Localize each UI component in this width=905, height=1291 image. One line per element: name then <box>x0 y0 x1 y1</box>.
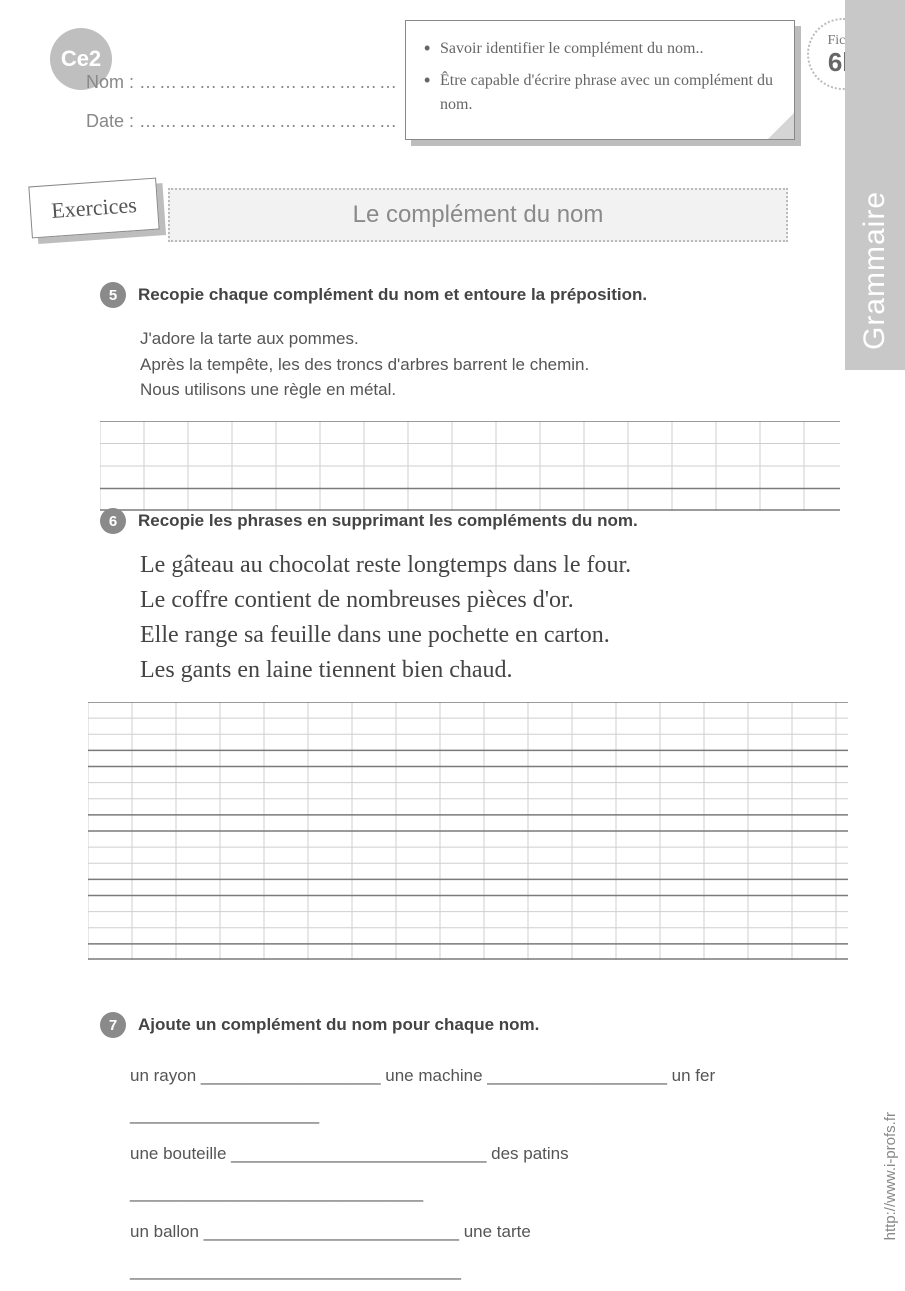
date-line[interactable]: ………………………………… <box>139 111 399 131</box>
writing-grid-5[interactable] <box>100 421 835 511</box>
exercices-label: Exercices <box>50 192 137 224</box>
objective-item: Savoir identifier le complément du nom.. <box>424 37 776 61</box>
date-label: Date : <box>86 111 134 131</box>
side-tab-label: Grammaire <box>858 191 892 350</box>
ex7-line[interactable]: un rayon ___________________ une machine… <box>130 1056 835 1134</box>
ex6-sentence: Le gâteau au chocolat reste longtemps da… <box>140 552 835 579</box>
name-date-block: Nom : ………………………………… Date : ………………………………… <box>86 72 399 150</box>
exercise-number-7: 7 <box>100 1012 126 1038</box>
exercise-6-instruction: Recopie les phrases en supprimant les co… <box>138 511 638 531</box>
writing-grid-6[interactable] <box>88 702 835 960</box>
ex6-sentence: Le coffre contient de nombreuses pièces … <box>140 587 835 614</box>
side-tab-grammaire: Grammaire <box>845 0 905 370</box>
exercise-7-instruction: Ajoute un complément du nom pour chaque … <box>138 1015 539 1035</box>
footer-url: http://www.i-profs.fr <box>882 1112 899 1240</box>
name-line[interactable]: ………………………………… <box>139 72 399 92</box>
ex5-sentence: Après la tempête, les des troncs d'arbre… <box>140 352 835 378</box>
objective-item: Être capable d'écrire phrase avec un com… <box>424 69 776 117</box>
exercise-6: 6 Recopie les phrases en supprimant les … <box>100 508 835 960</box>
exercise-number-6: 6 <box>100 508 126 534</box>
name-label: Nom : <box>86 72 134 92</box>
objectives-box: Savoir identifier le complément du nom..… <box>405 20 795 140</box>
ex5-sentence: Nous utilisons une règle en métal. <box>140 377 835 403</box>
ex6-sentence: Elle range sa feuille dans une pochette … <box>140 622 835 649</box>
ex7-line[interactable]: une bouteille __________________________… <box>130 1134 835 1212</box>
exercise-5-instruction: Recopie chaque complément du nom et ento… <box>138 285 647 305</box>
ex6-sentence: Les gants en laine tiennent bien chaud. <box>140 657 835 684</box>
exercise-number-5: 5 <box>100 282 126 308</box>
worksheet-title: Le complément du nom <box>168 188 788 242</box>
exercise-7: 7 Ajoute un complément du nom pour chaqu… <box>100 1012 835 1291</box>
exercices-label-box: Exercices <box>28 178 159 239</box>
exercise-5: 5 Recopie chaque complément du nom et en… <box>100 282 835 511</box>
ex7-line[interactable]: un ballon ___________________________ un… <box>130 1212 835 1290</box>
ex5-sentence: J'adore la tarte aux pommes. <box>140 326 835 352</box>
